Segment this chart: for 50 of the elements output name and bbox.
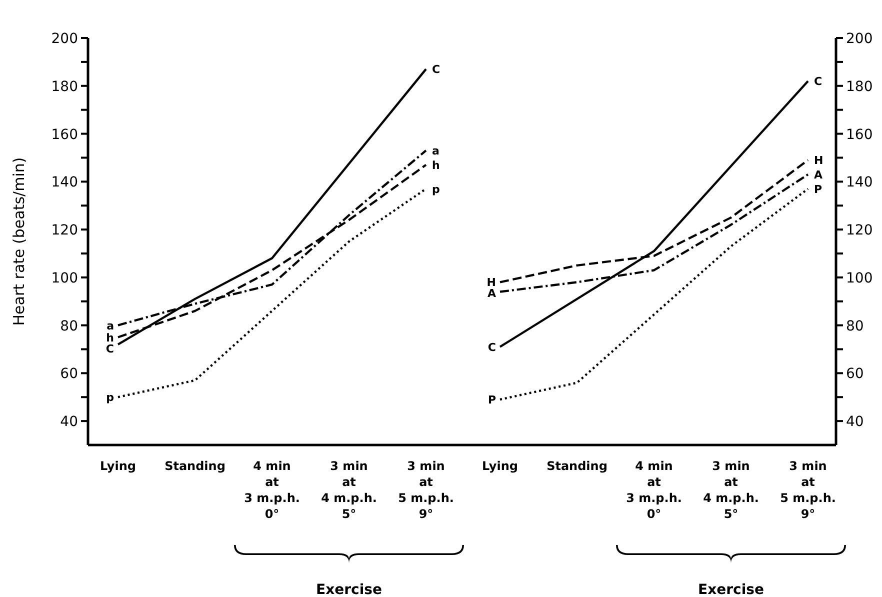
x-tick-label: 3 min at 5 m.p.h. 9° <box>398 459 454 521</box>
y2-tick-label: 200 <box>846 31 873 47</box>
y2-tick-label: 40 <box>846 414 864 430</box>
text: h <box>432 158 440 172</box>
series-label: p <box>106 391 114 404</box>
series-label: a <box>106 319 114 332</box>
series-label: P <box>488 394 496 407</box>
text: A <box>814 168 823 182</box>
y2-tick-label: 60 <box>846 366 864 382</box>
y2-tick-label: 80 <box>846 318 864 334</box>
y-axis-title: Heart rate (beats/min) <box>10 157 28 326</box>
x-tick-label: Standing <box>164 459 226 473</box>
y-tick-label: 180 <box>51 78 78 95</box>
text: P <box>814 182 822 196</box>
text: C <box>432 63 440 76</box>
y2-tick-label: 180 <box>846 78 873 95</box>
y-tick-label: 40 <box>60 414 78 430</box>
x-tick-label: 3 min at 4 m.p.h. 5° <box>321 459 377 521</box>
x-tick-label: 4 min at 3 m.p.h. 0° <box>244 459 300 521</box>
text: Exercise <box>316 582 382 597</box>
x-tick-label: 3 min at 5 m.p.h. 9° <box>780 459 836 521</box>
series-label: A <box>487 287 496 300</box>
y-tick-label: 200 <box>51 31 78 47</box>
series-label: C <box>488 340 496 354</box>
text: p <box>432 182 440 196</box>
series-label: C <box>106 342 114 356</box>
y-tick-label: 160 <box>51 126 78 143</box>
text: H <box>814 154 824 168</box>
x-tick-label: Standing <box>546 459 608 473</box>
line-series <box>116 188 428 398</box>
text: Exercise <box>698 582 764 597</box>
x-tick-label: Lying <box>482 459 518 473</box>
text: C <box>814 75 822 88</box>
x-tick-label: 3 min at 4 m.p.h. 5° <box>703 459 759 521</box>
y-tick-label: 60 <box>60 366 78 382</box>
series-label: H <box>486 276 496 290</box>
y2-tick-label: 100 <box>846 270 873 286</box>
y2-tick-label: 120 <box>846 222 873 239</box>
y2-tick-label: 140 <box>846 174 873 191</box>
y-tick-label: 120 <box>51 222 78 239</box>
y-tick-label: 100 <box>51 270 78 286</box>
text: a <box>432 144 440 158</box>
line-series <box>116 68 428 346</box>
y2-tick-label: 160 <box>846 126 873 143</box>
line-series <box>498 188 810 401</box>
y-tick-label: 140 <box>51 174 78 191</box>
series-label: h <box>106 331 114 344</box>
y-tick-label: 80 <box>60 318 78 334</box>
x-tick-label: 4 min at 3 m.p.h. 0° <box>626 459 682 521</box>
x-tick-label: Lying <box>100 459 136 473</box>
